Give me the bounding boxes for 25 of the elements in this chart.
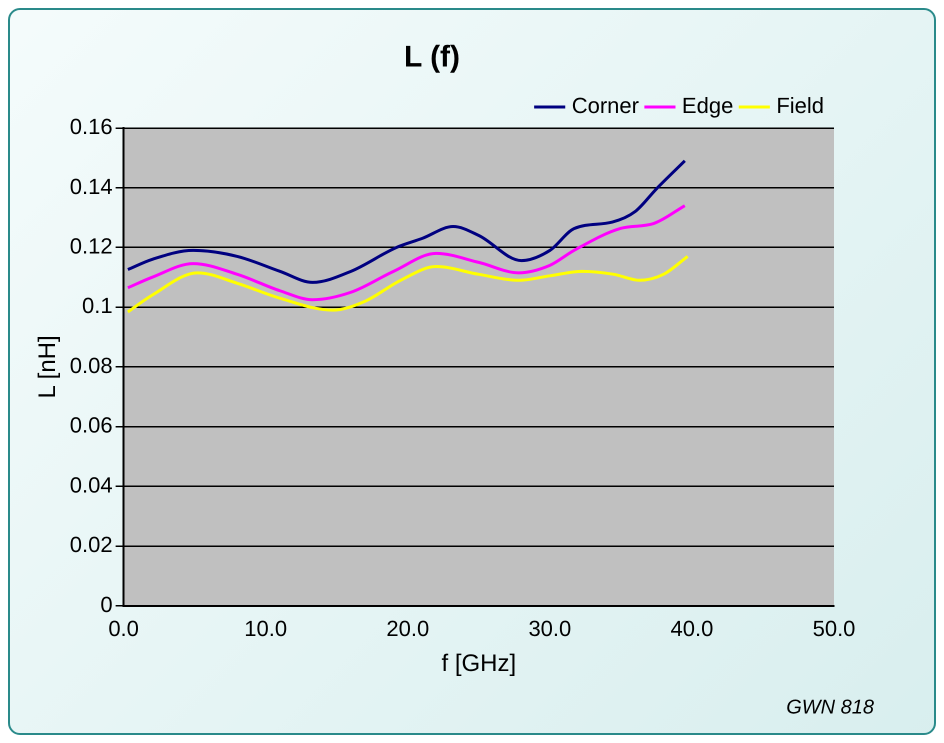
x-tick-label: 20.0 <box>386 616 430 642</box>
text: GWN 818 <box>786 696 874 719</box>
y-tick-label: 0.16 <box>70 114 113 140</box>
y-tick-label: 0.02 <box>70 532 113 558</box>
x-axis-title: f [GHz] <box>441 650 516 678</box>
y-tick-label: 0.04 <box>70 472 113 498</box>
y-axis-title: L [nH] <box>34 335 62 398</box>
x-tick-label: 50.0 <box>812 616 856 642</box>
y-tick-label: 0.14 <box>70 174 113 199</box>
x-tick-label: 30.0 <box>528 616 572 642</box>
y-tick-label: 0.08 <box>70 352 113 378</box>
x-tick-label: 10.0 <box>244 616 288 642</box>
y-tick-label: 0.1 <box>82 293 113 318</box>
legend-label: Corner <box>572 93 639 118</box>
y-tick-label: 0.06 <box>70 412 113 438</box>
legend-label: Edge <box>682 93 734 118</box>
x-tick-label: 0.0 <box>108 616 139 642</box>
line-series <box>126 159 686 284</box>
y-tick-label: 0 <box>100 592 113 617</box>
line-series <box>126 254 690 314</box>
line-series <box>126 204 686 302</box>
y-tick-label: 0.12 <box>70 234 113 259</box>
legend-label: Field <box>776 93 824 118</box>
x-tick-label: 40.0 <box>670 616 714 642</box>
chart-title: L (f) <box>404 40 460 74</box>
